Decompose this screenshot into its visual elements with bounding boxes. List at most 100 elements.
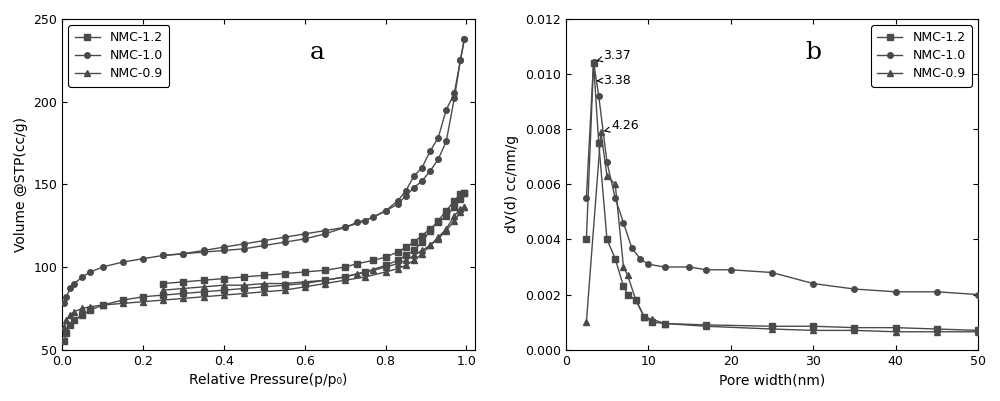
- NMC-1.0: [609, 196, 621, 200]
- NMC-1.0: [580, 196, 592, 200]
- NMC-0.9: [64, 312, 76, 317]
- NMC-1.2: [76, 312, 88, 317]
- NMC-0.9: [807, 328, 819, 333]
- NMC-0.9: [617, 265, 629, 269]
- NMC-0.9: [392, 266, 404, 271]
- NMC-1.0: [137, 256, 149, 261]
- NMC-1.2: [392, 258, 404, 263]
- NMC-1.2: [380, 263, 392, 268]
- NMC-1.0: [400, 188, 412, 193]
- NMC-1.2: [458, 190, 470, 195]
- NMC-0.9: [454, 207, 466, 211]
- NMC-1.2: [609, 256, 621, 261]
- NMC-1.0: [258, 243, 270, 248]
- NMC-0.9: [157, 298, 169, 302]
- NMC-1.0: [97, 265, 109, 269]
- NMC-1.0: [424, 149, 436, 154]
- NMC-1.2: [638, 314, 650, 319]
- NMC-1.2: [972, 328, 984, 333]
- X-axis label: Pore width(nm): Pore width(nm): [719, 373, 825, 387]
- NMC-0.9: [84, 304, 96, 309]
- NMC-0.9: [432, 235, 444, 240]
- NMC-1.0: [454, 58, 466, 63]
- NMC-0.9: [638, 314, 650, 319]
- NMC-1.0: [588, 59, 600, 64]
- NMC-0.9: [218, 293, 230, 298]
- NMC-1.2: [400, 253, 412, 258]
- NMC-1.2: [890, 325, 902, 330]
- Y-axis label: Volume @STP(cc/g): Volume @STP(cc/g): [14, 117, 28, 252]
- NMC-1.0: [68, 281, 80, 286]
- NMC-0.9: [609, 182, 621, 187]
- Text: 4.26: 4.26: [605, 119, 639, 132]
- NMC-1.2: [198, 290, 210, 294]
- NMC-1.2: [454, 192, 466, 196]
- X-axis label: Relative Pressure(p/p₀): Relative Pressure(p/p₀): [189, 373, 348, 387]
- NMC-1.0: [198, 250, 210, 255]
- NMC-0.9: [137, 299, 149, 304]
- NMC-1.2: [64, 322, 76, 327]
- NMC-1.2: [617, 284, 629, 289]
- NMC-1.2: [68, 318, 80, 322]
- NMC-1.0: [448, 91, 460, 96]
- NMC-0.9: [424, 243, 436, 248]
- NMC-1.2: [319, 278, 331, 283]
- NMC-0.9: [68, 309, 80, 314]
- NMC-1.2: [593, 140, 605, 145]
- NMC-1.2: [408, 248, 420, 253]
- NMC-1.2: [580, 237, 592, 242]
- NMC-0.9: [60, 318, 72, 322]
- NMC-0.9: [400, 263, 412, 268]
- Legend: NMC-1.2, NMC-1.0, NMC-0.9: NMC-1.2, NMC-1.0, NMC-0.9: [871, 25, 972, 87]
- Line: NMC-1.2: NMC-1.2: [61, 190, 467, 344]
- NMC-1.0: [392, 198, 404, 203]
- NMC-1.0: [848, 287, 860, 292]
- NMC-1.0: [279, 240, 291, 245]
- NMC-1.2: [60, 331, 72, 336]
- NMC-0.9: [76, 306, 88, 311]
- NMC-1.2: [432, 218, 444, 223]
- NMC-0.9: [198, 294, 210, 299]
- NMC-1.0: [218, 248, 230, 253]
- NMC-1.0: [416, 165, 428, 170]
- NMC-0.9: [601, 174, 613, 178]
- NMC-1.0: [659, 265, 671, 269]
- NMC-1.2: [659, 321, 671, 326]
- Y-axis label: dV(d) cc/nm/g: dV(d) cc/nm/g: [505, 135, 519, 233]
- NMC-0.9: [972, 329, 984, 334]
- NMC-1.2: [177, 291, 189, 296]
- NMC-1.0: [84, 269, 96, 274]
- NMC-1.0: [458, 36, 470, 41]
- NMC-0.9: [448, 213, 460, 218]
- NMC-0.9: [299, 284, 311, 289]
- NMC-0.9: [848, 328, 860, 333]
- NMC-1.0: [440, 107, 452, 112]
- NMC-1.2: [630, 298, 642, 302]
- NMC-1.2: [137, 294, 149, 299]
- Line: NMC-0.9: NMC-0.9: [61, 205, 467, 329]
- NMC-0.9: [580, 320, 592, 324]
- Line: NMC-1.0: NMC-1.0: [61, 36, 467, 306]
- NMC-1.0: [601, 160, 613, 165]
- NMC-1.2: [601, 237, 613, 242]
- NMC-1.2: [359, 269, 371, 274]
- NMC-1.2: [700, 322, 712, 327]
- NMC-0.9: [359, 275, 371, 279]
- NMC-1.0: [931, 290, 943, 294]
- NMC-1.2: [97, 303, 109, 308]
- NMC-1.0: [339, 225, 351, 230]
- NMC-0.9: [97, 303, 109, 308]
- NMC-1.0: [238, 246, 250, 251]
- NMC-1.2: [448, 198, 460, 203]
- Legend: NMC-1.2, NMC-1.0, NMC-0.9: NMC-1.2, NMC-1.0, NMC-0.9: [68, 25, 169, 87]
- NMC-1.2: [258, 284, 270, 289]
- Text: 3.38: 3.38: [597, 74, 631, 87]
- NMC-1.0: [58, 301, 70, 306]
- NMC-0.9: [339, 278, 351, 283]
- NMC-0.9: [766, 326, 778, 331]
- NMC-0.9: [622, 273, 634, 277]
- NMC-1.2: [807, 324, 819, 329]
- NMC-1.0: [972, 292, 984, 297]
- NMC-0.9: [177, 296, 189, 301]
- NMC-1.0: [807, 281, 819, 286]
